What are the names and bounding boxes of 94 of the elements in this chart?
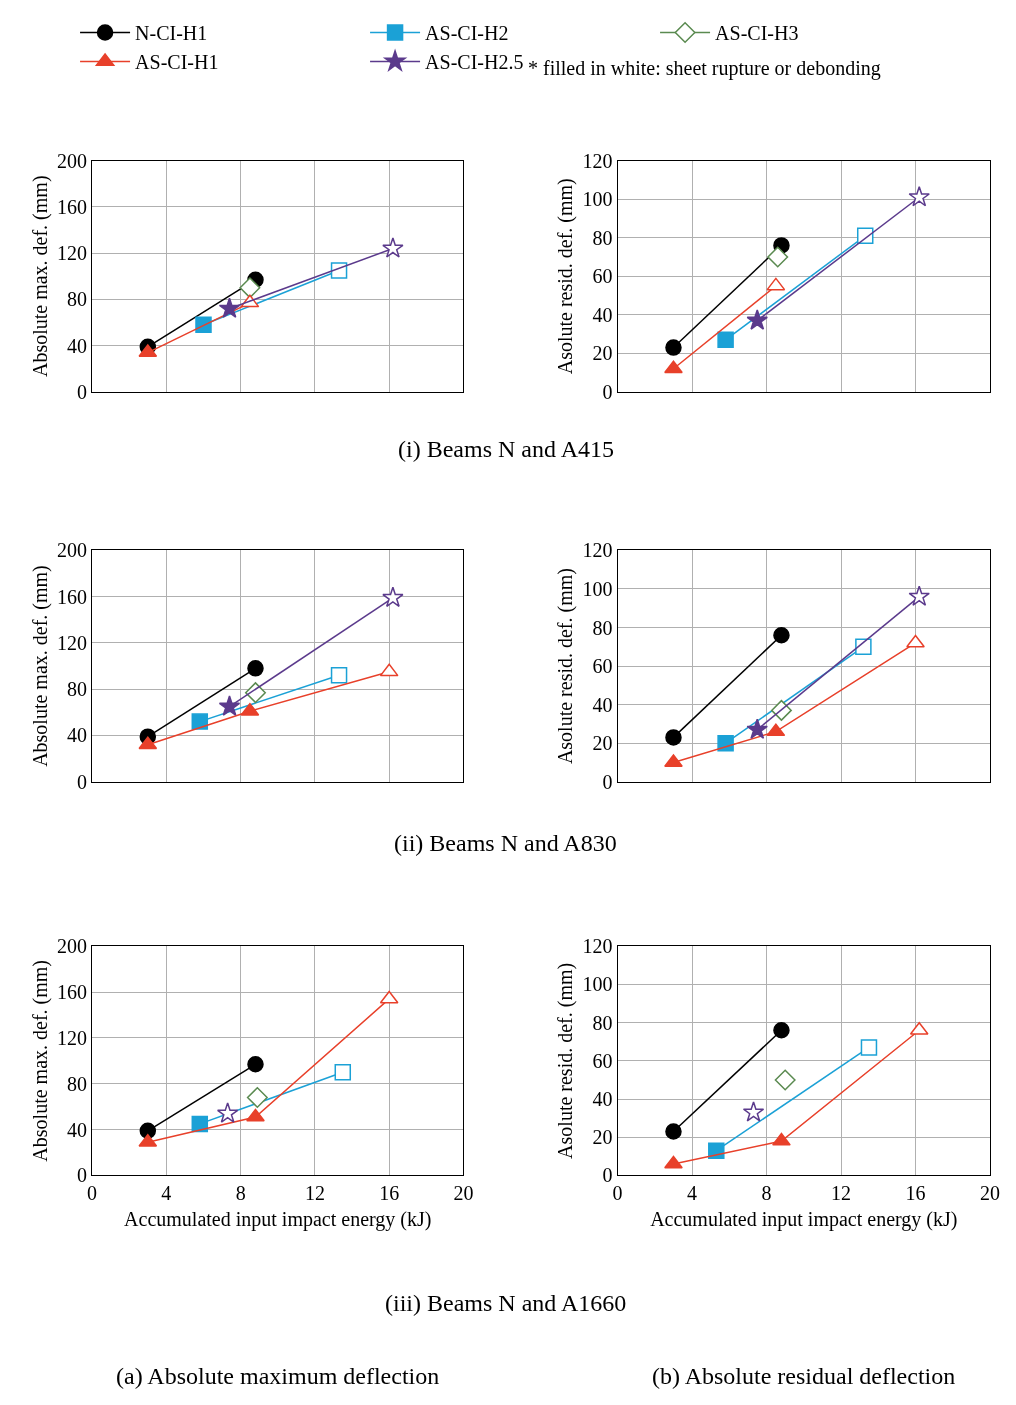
y-tick-label: 80 [592, 1011, 613, 1034]
y-tick-label: 80 [67, 288, 88, 311]
y-tick-label: 0 [77, 1164, 88, 1187]
y-tick-label: 200 [57, 935, 88, 958]
y-tick-label: 40 [67, 1118, 88, 1141]
y-tick-label: 160 [57, 195, 88, 218]
legend-label: AS-CI-H1 [135, 51, 219, 74]
point [772, 1132, 791, 1146]
y-tick-label: 120 [582, 935, 613, 958]
y-tick-label: 20 [592, 342, 613, 365]
y-axis-title: Absolute max. def. (mm) [28, 175, 52, 378]
y-tick-label: 0 [77, 770, 88, 793]
x-tick-label: 12 [831, 1182, 852, 1205]
y-tick-label: 80 [592, 616, 613, 639]
y-tick-label: 200 [57, 149, 88, 172]
legend-label: AS-CI-H2 [425, 22, 509, 45]
point [246, 1087, 268, 1109]
point [379, 990, 399, 1004]
legend-label: N-CI-H1 [135, 22, 208, 45]
y-axis-title: Asolute resid. def. (mm) [554, 178, 578, 375]
point [774, 1069, 796, 1091]
legend-label: AS-CI-H3 [715, 22, 799, 45]
y-tick-label: 0 [77, 380, 88, 403]
point [708, 1142, 725, 1159]
point [218, 297, 241, 318]
point [191, 713, 209, 730]
y-tick-label: 20 [592, 732, 613, 755]
x-tick-label: 12 [304, 1182, 325, 1205]
y-tick-label: 160 [57, 585, 88, 608]
x-tick-label: 4 [161, 1182, 172, 1205]
point [665, 729, 682, 746]
x-tick-label: 16 [379, 1182, 400, 1205]
point [742, 1101, 765, 1122]
y-tick-label: 200 [57, 539, 88, 562]
point [247, 1056, 264, 1073]
y-tick-label: 120 [57, 1026, 88, 1049]
point [239, 277, 261, 299]
point [247, 660, 264, 677]
y-tick-label: 40 [592, 303, 613, 326]
text: (i) Beams N and A415 [398, 436, 614, 462]
point [766, 723, 786, 737]
y-tick-label: 120 [57, 242, 88, 265]
y-tick-label: 0 [602, 1164, 613, 1187]
y-tick-label: 40 [67, 724, 88, 747]
x-tick-label: 16 [905, 1182, 926, 1205]
point [664, 1155, 683, 1169]
point [138, 736, 158, 750]
y-tick-label: 100 [582, 577, 613, 600]
point [717, 331, 734, 349]
x-tick-label: 4 [687, 1182, 698, 1205]
x-axis-title: Accumulated input impact energy (kJ) [650, 1207, 958, 1231]
x-tick-label: 8 [761, 1182, 772, 1205]
point [665, 339, 682, 356]
y-axis-title: Absolute max. def. (mm) [28, 565, 52, 767]
y-tick-label: 40 [592, 1088, 613, 1111]
point [218, 695, 241, 716]
text: (b) Absolute residual deflection [652, 1363, 956, 1389]
y-axis-title: Absolute max. def. (mm) [28, 960, 52, 1162]
point [767, 246, 789, 268]
y-axis-title: Asolute resid. def. (mm) [554, 568, 578, 765]
point [216, 1102, 239, 1123]
y-tick-label: 80 [67, 678, 88, 701]
text: (a) Absolute maximum deflection [116, 1363, 440, 1389]
y-axis-title: Asolute resid. def. (mm) [554, 962, 578, 1159]
text: (iii) Beams N and A1660 [385, 1290, 627, 1316]
x-tick-label: 20 [979, 1182, 1000, 1205]
y-tick-label: 100 [582, 188, 613, 211]
x-tick-label: 20 [453, 1182, 474, 1205]
y-tick-label: 40 [67, 334, 88, 357]
y-tick-label: 0 [602, 770, 613, 793]
y-tick-label: 120 [582, 539, 613, 562]
y-tick-label: 120 [582, 149, 613, 172]
text: (ii) Beams N and A830 [394, 830, 617, 856]
y-tick-label: 0 [602, 380, 613, 403]
point [240, 702, 260, 716]
y-tick-label: 60 [592, 655, 613, 678]
point [773, 626, 790, 644]
text: * filled in white: sheet rupture or debonding [528, 57, 881, 80]
y-tick-label: 60 [592, 265, 613, 288]
y-tick-label: 80 [592, 226, 613, 249]
legend-label: AS-CI-H2.5 [425, 51, 524, 74]
x-axis-title: Accumulated input impact energy (kJ) [124, 1207, 432, 1231]
point [746, 309, 768, 330]
point [773, 1022, 790, 1039]
x-tick-label: 8 [235, 1182, 246, 1205]
y-tick-label: 100 [582, 973, 613, 996]
y-tick-label: 120 [57, 631, 88, 654]
y-tick-label: 20 [592, 1126, 613, 1149]
y-tick-label: 60 [592, 1049, 613, 1072]
point [665, 1123, 682, 1140]
y-tick-label: 80 [67, 1072, 88, 1095]
point [746, 718, 768, 739]
y-tick-label: 40 [592, 693, 613, 716]
y-tick-label: 160 [57, 981, 88, 1004]
